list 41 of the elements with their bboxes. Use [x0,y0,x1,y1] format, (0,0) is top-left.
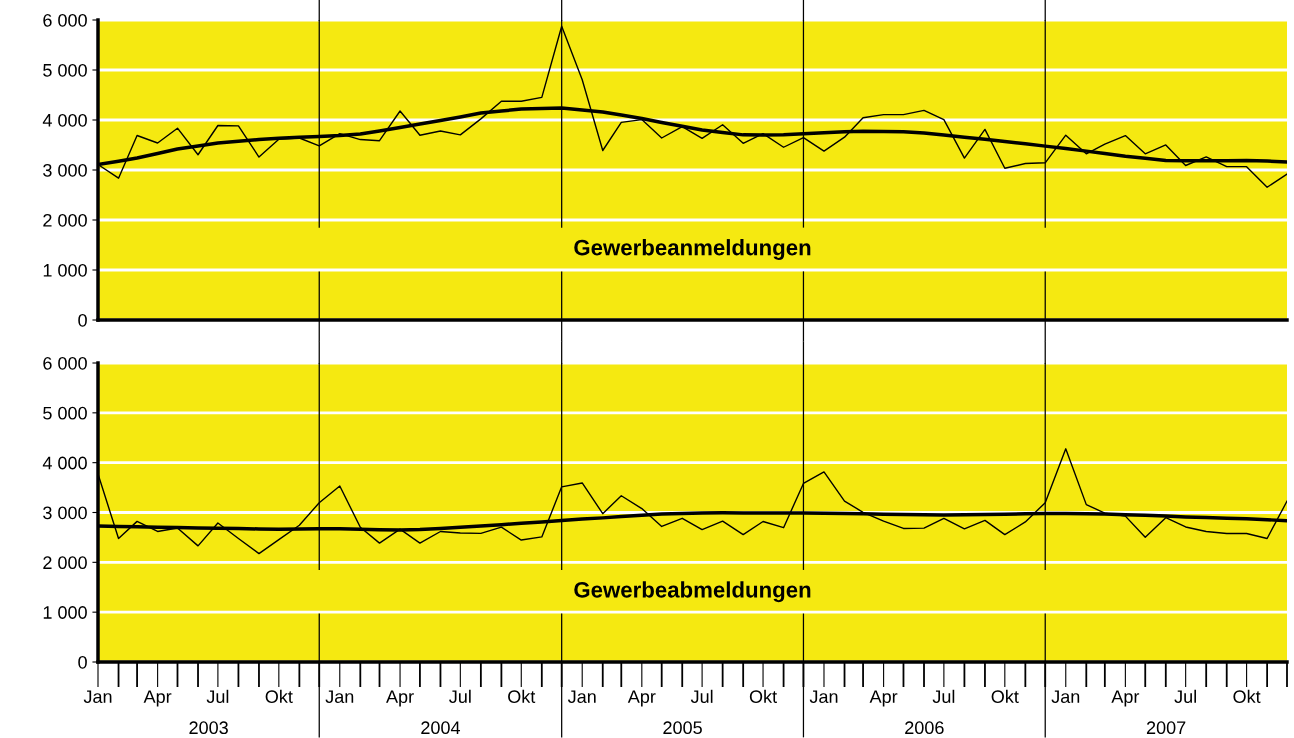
y-tick-label: 6 000 [43,13,87,27]
y-tick-label: 4 000 [42,456,87,470]
y-tick-label: 4 000 [42,113,87,127]
y-tick-label: 5 000 [43,406,87,420]
text: Gewerbeanmeldungen [574,239,811,260]
x-tick-label: Jul [690,689,713,704]
x-tick-label: Jul [1174,689,1196,704]
x-tick-label: Apr [627,690,656,707]
x-tick-label: Jul [449,689,471,704]
x-tick-label: Apr [869,690,898,707]
y-tick-label: 0 [78,655,87,669]
x-tick-label: Jul [206,689,229,704]
x-tick-label: Jan [83,690,112,704]
x-tick-label: Apr [1111,690,1140,707]
y-tick-label: 2 000 [43,213,87,227]
y-tick-label: 1 000 [43,606,87,619]
y-tick-label: 6 000 [43,356,87,370]
text: 2004 [421,721,461,735]
text: 2006 [905,721,944,735]
text: Gewerbeabmeldungen [574,581,811,603]
x-tick-label: Jan [567,690,596,704]
text: 2007 [1146,721,1186,735]
text: 2005 [663,721,702,735]
x-tick-label: Jul [932,689,955,704]
y-tick-label: 3 000 [43,163,87,177]
x-tick-label: Jan [809,690,838,704]
y-tick-label: 0 [78,313,87,327]
y-tick-label: 2 000 [43,556,87,570]
y-tick-label: 5 000 [43,63,87,77]
x-tick-label: Okt [749,689,777,704]
x-tick-label: Okt [265,689,293,704]
x-tick-label: Apr [143,690,172,707]
text: 2003 [189,721,228,735]
x-tick-label: Apr [386,690,414,707]
x-tick-label: Okt [991,689,1019,704]
x-tick-label: Okt [1233,689,1261,704]
y-tick-label: 3 000 [43,506,87,520]
x-tick-label: Jan [1051,690,1080,704]
x-tick-label: Jan [325,690,354,704]
x-tick-label: Okt [508,689,536,704]
y-tick-label: 1 000 [43,263,87,277]
